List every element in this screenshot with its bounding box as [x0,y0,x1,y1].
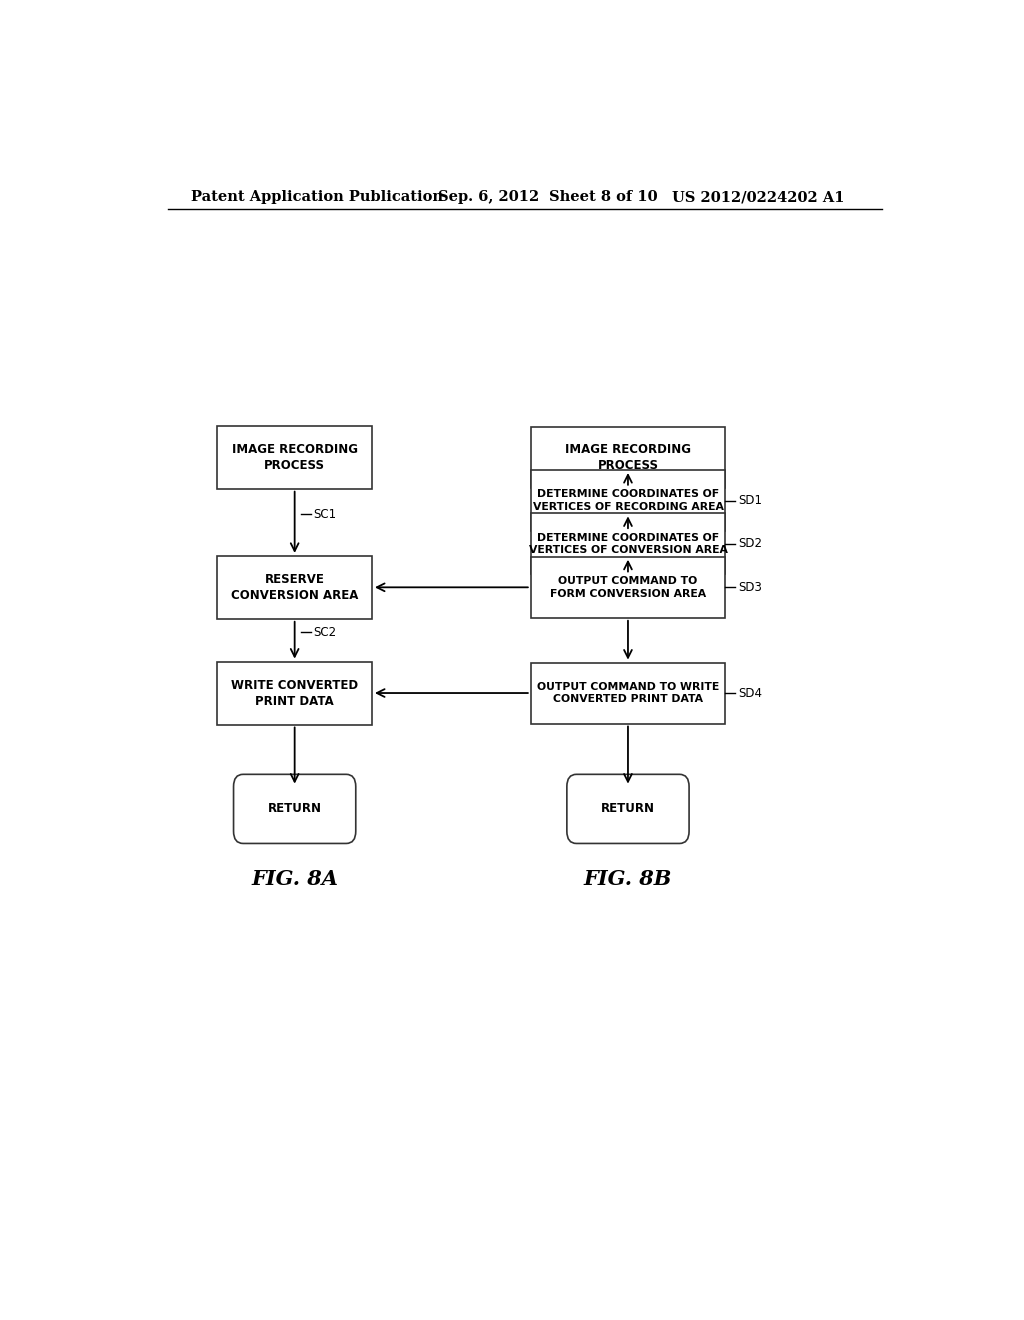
Text: SD3: SD3 [738,581,763,594]
FancyBboxPatch shape [530,470,725,531]
Text: Patent Application Publication: Patent Application Publication [191,190,443,205]
Text: RETURN: RETURN [267,803,322,816]
Text: SD4: SD4 [738,686,763,700]
Text: IMAGE RECORDING
PROCESS: IMAGE RECORDING PROCESS [231,442,357,471]
Text: FIG. 8B: FIG. 8B [584,869,672,890]
FancyBboxPatch shape [217,426,372,488]
Text: DETERMINE COORDINATES OF
VERTICES OF CONVERSION AREA: DETERMINE COORDINATES OF VERTICES OF CON… [528,533,727,556]
Text: OUTPUT COMMAND TO WRITE
CONVERTED PRINT DATA: OUTPUT COMMAND TO WRITE CONVERTED PRINT … [537,682,719,705]
Text: DETERMINE COORDINATES OF
VERTICES OF RECORDING AREA: DETERMINE COORDINATES OF VERTICES OF REC… [532,490,723,512]
FancyBboxPatch shape [233,775,355,843]
Text: SC2: SC2 [313,626,337,639]
Text: SD1: SD1 [738,494,763,507]
FancyBboxPatch shape [530,663,725,723]
Text: IMAGE RECORDING
PROCESS: IMAGE RECORDING PROCESS [565,442,691,471]
Text: US 2012/0224202 A1: US 2012/0224202 A1 [672,190,844,205]
Text: SC1: SC1 [313,508,337,520]
FancyBboxPatch shape [530,513,725,574]
Text: WRITE CONVERTED
PRINT DATA: WRITE CONVERTED PRINT DATA [231,678,358,708]
Text: RESERVE
CONVERSION AREA: RESERVE CONVERSION AREA [231,573,358,602]
FancyBboxPatch shape [567,775,689,843]
Text: SD2: SD2 [738,537,763,550]
Text: Sheet 8 of 10: Sheet 8 of 10 [549,190,657,205]
Text: OUTPUT COMMAND TO
FORM CONVERSION AREA: OUTPUT COMMAND TO FORM CONVERSION AREA [550,576,706,598]
Text: Sep. 6, 2012: Sep. 6, 2012 [437,190,539,205]
Text: RETURN: RETURN [601,803,655,816]
FancyBboxPatch shape [217,556,372,619]
FancyBboxPatch shape [217,661,372,725]
FancyBboxPatch shape [530,426,725,487]
FancyBboxPatch shape [530,557,725,618]
Text: FIG. 8A: FIG. 8A [251,869,338,890]
